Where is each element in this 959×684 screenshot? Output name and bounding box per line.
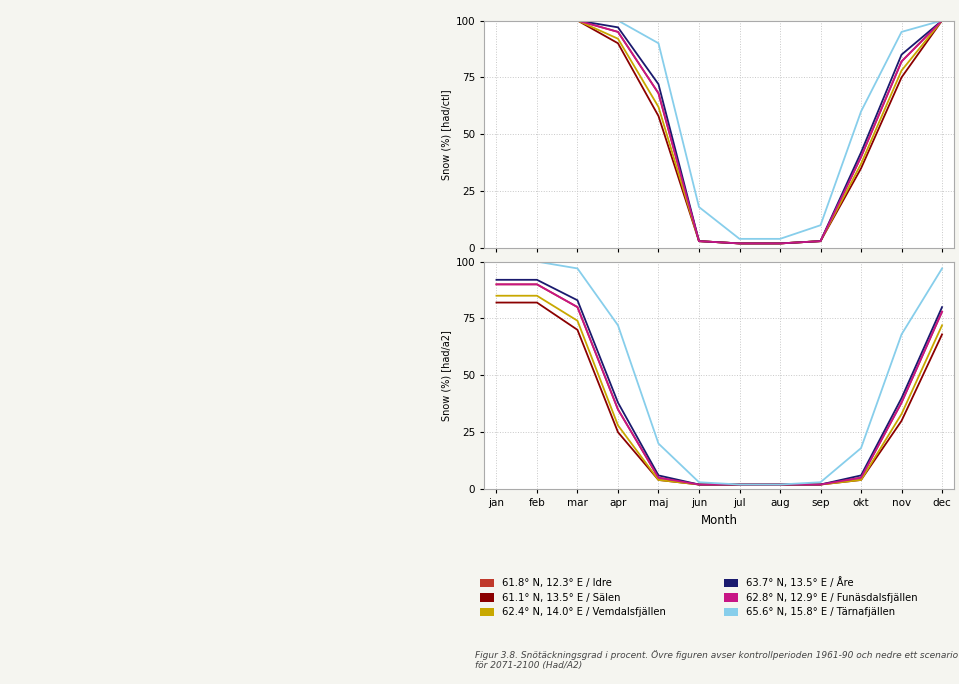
Y-axis label: Snow (%) [had/ctl]: Snow (%) [had/ctl] [441,89,452,180]
Text: Figur 3.8. Snötäckningsgrad i procent. Övre figuren avser kontrollperioden 1961-: Figur 3.8. Snötäckningsgrad i procent. Ö… [475,650,958,670]
Y-axis label: Snow (%) [had/a2]: Snow (%) [had/a2] [441,330,452,421]
Legend: 61.8° N, 12.3° E / Idre, 61.1° N, 13.5° E / Sälen, 62.4° N, 14.0° E / Vemdalsfjä: 61.8° N, 12.3° E / Idre, 61.1° N, 13.5° … [480,579,666,618]
Legend: 63.7° N, 13.5° E / Åre, 62.8° N, 12.9° E / Funäsdalsfjällen, 65.6° N, 15.8° E / : 63.7° N, 13.5° E / Åre, 62.8° N, 12.9° E… [724,577,918,618]
X-axis label: Month: Month [701,514,737,527]
